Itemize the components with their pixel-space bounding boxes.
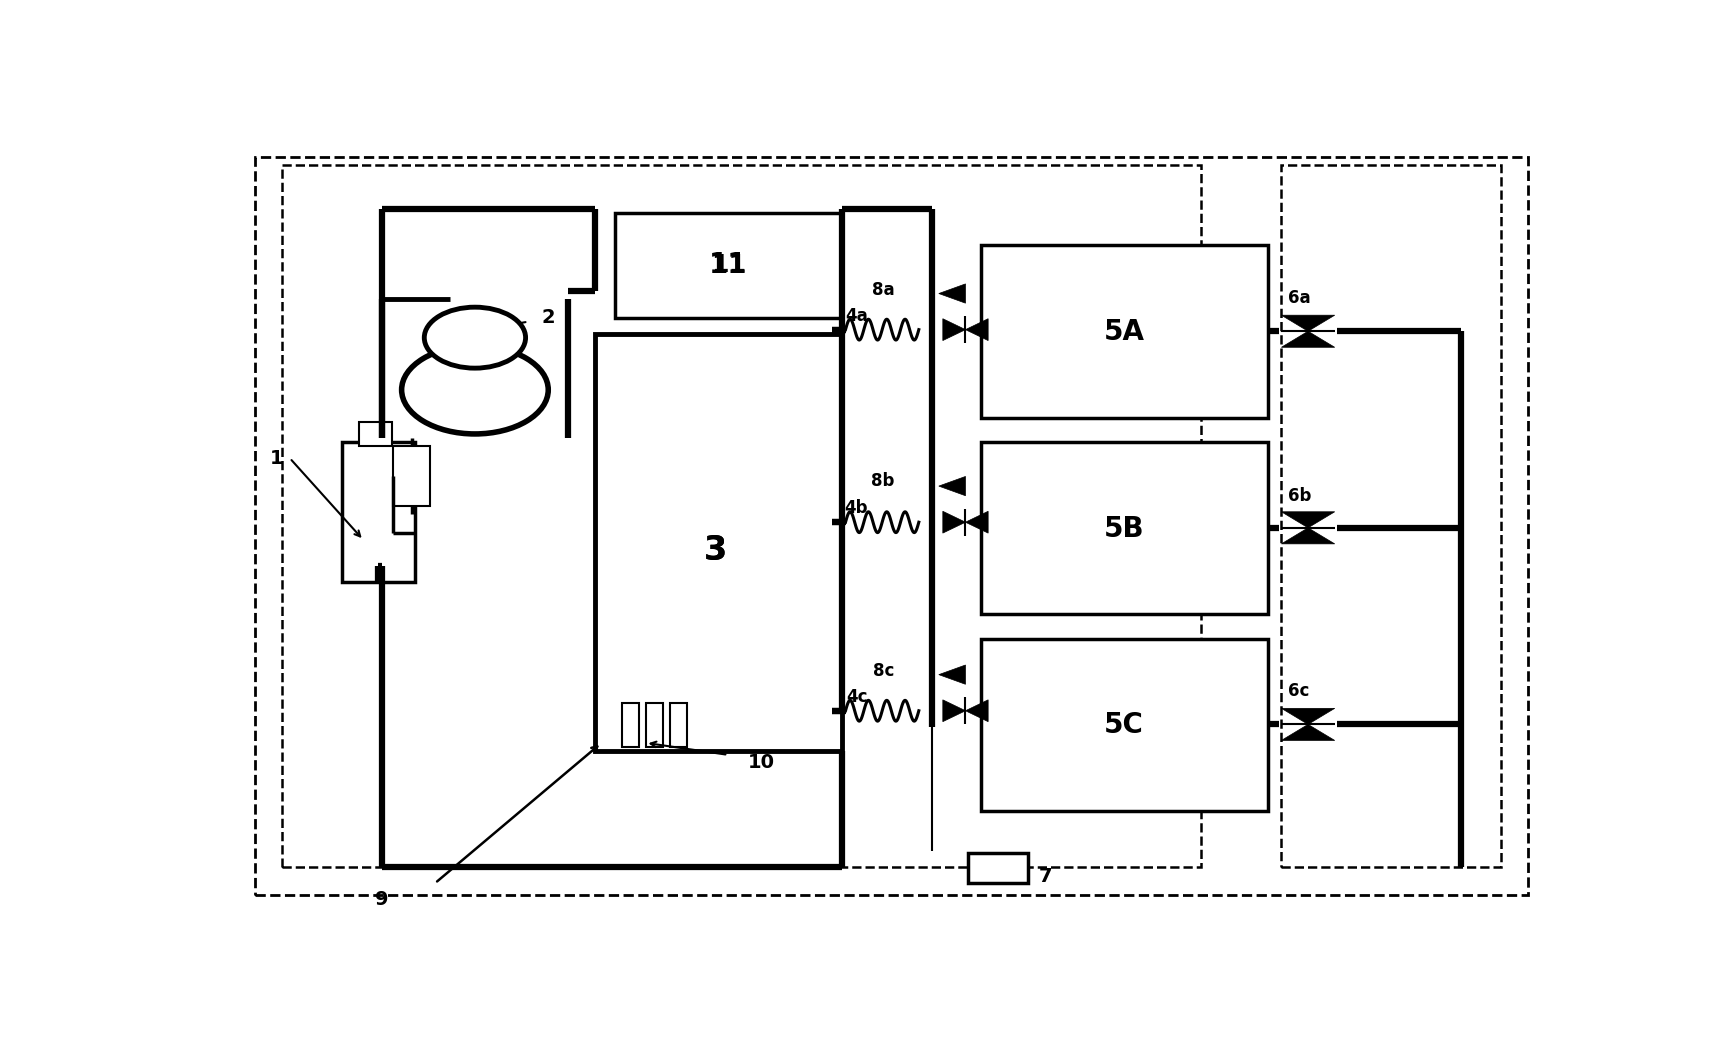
Text: 5A: 5A [1104, 318, 1144, 346]
Text: 8b: 8b [872, 472, 894, 491]
Text: 6a: 6a [1288, 289, 1311, 306]
Bar [1281, 165, 1502, 867]
Bar [968, 852, 1029, 884]
Bar [616, 214, 841, 318]
Bar [342, 442, 415, 582]
Text: 11: 11 [709, 251, 748, 279]
Bar [669, 702, 686, 747]
Text: 9: 9 [375, 890, 389, 909]
Text: 10: 10 [748, 753, 776, 772]
Bar [645, 702, 662, 747]
Polygon shape [1281, 331, 1335, 347]
Bar [359, 422, 392, 446]
Polygon shape [965, 319, 987, 341]
Circle shape [425, 307, 526, 368]
Text: 6b: 6b [1288, 487, 1311, 504]
Bar [282, 165, 1201, 867]
Bar [982, 246, 1268, 418]
Text: 4b: 4b [845, 499, 869, 517]
Polygon shape [1281, 512, 1335, 528]
Polygon shape [943, 700, 965, 722]
Text: 5C: 5C [1104, 712, 1144, 739]
Polygon shape [939, 665, 965, 685]
Text: 5B: 5B [1104, 515, 1144, 543]
Polygon shape [939, 283, 965, 303]
Text: 4a: 4a [846, 307, 869, 325]
Bar [621, 702, 638, 747]
Bar [982, 639, 1268, 811]
Polygon shape [1281, 709, 1335, 724]
Circle shape [402, 346, 549, 433]
Text: 3: 3 [703, 534, 726, 567]
Polygon shape [965, 512, 987, 534]
Text: 3: 3 [703, 534, 726, 567]
Text: 6c: 6c [1288, 681, 1309, 699]
Polygon shape [939, 476, 965, 496]
Polygon shape [943, 319, 965, 341]
Text: 4c: 4c [846, 688, 869, 706]
Text: 2: 2 [542, 308, 556, 327]
Text: 8a: 8a [872, 280, 894, 298]
Text: 1: 1 [270, 448, 284, 468]
Text: 11: 11 [710, 253, 746, 277]
Text: 7: 7 [1039, 867, 1053, 887]
Polygon shape [1281, 315, 1335, 331]
Polygon shape [943, 512, 965, 534]
Bar [392, 446, 430, 506]
Polygon shape [1281, 528, 1335, 544]
Bar [595, 333, 841, 751]
Text: 8c: 8c [874, 662, 894, 679]
Polygon shape [1281, 724, 1335, 741]
Bar [982, 442, 1268, 615]
Polygon shape [965, 700, 987, 722]
